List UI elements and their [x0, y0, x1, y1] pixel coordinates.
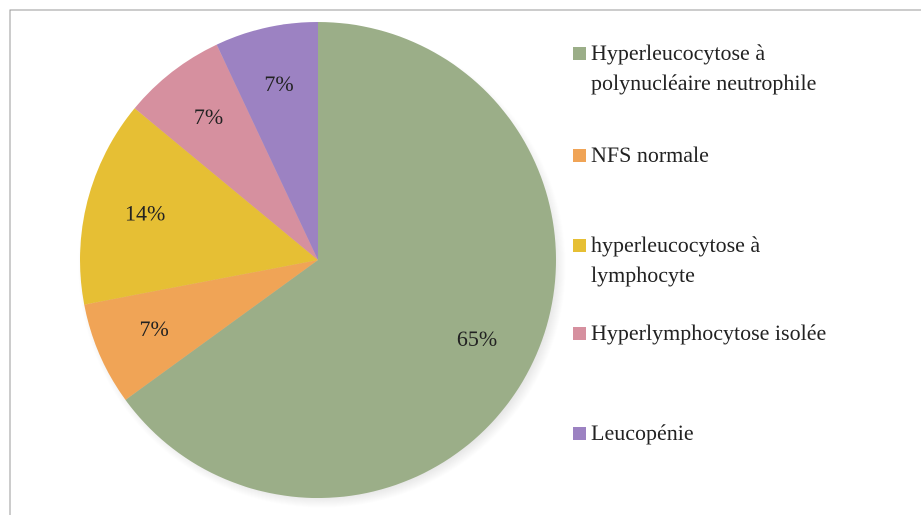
pie-slice: [216, 22, 318, 260]
legend-swatch: [573, 47, 586, 60]
legend-item: Hyperleucocytose à polynucléaire neutrop…: [573, 38, 831, 98]
legend-label: Leucopénie: [591, 420, 694, 445]
frame: [9, 9, 921, 515]
legend-swatch: [573, 149, 586, 162]
pie-slice: [80, 108, 319, 305]
legend-item: Hyperlymphocytose isolée: [573, 318, 921, 348]
data-label: 7%: [264, 71, 293, 96]
data-label: 7%: [140, 316, 169, 341]
legend-swatch: [573, 327, 586, 340]
legend-label: hyperleucocytose à lymphocyte: [591, 232, 761, 287]
legend-label: Hyperlymphocytose isolée: [591, 320, 827, 345]
data-label: 65%: [457, 326, 497, 351]
data-label: 14%: [125, 201, 165, 226]
pie-slice: [125, 22, 557, 498]
legend-label: NFS normale: [591, 142, 709, 167]
legend-swatch: [573, 427, 586, 440]
legend-swatch: [573, 239, 586, 252]
pie-slice: [84, 260, 318, 400]
legend-item: NFS normale: [573, 140, 891, 170]
legend-label: Hyperleucocytose à polynucléaire neutrop…: [591, 40, 817, 95]
legend-item: Leucopénie: [573, 418, 891, 448]
legend-item: hyperleucocytose à lymphocyte: [573, 230, 831, 290]
data-label: 7%: [194, 104, 223, 129]
pie-slice: [134, 44, 318, 261]
